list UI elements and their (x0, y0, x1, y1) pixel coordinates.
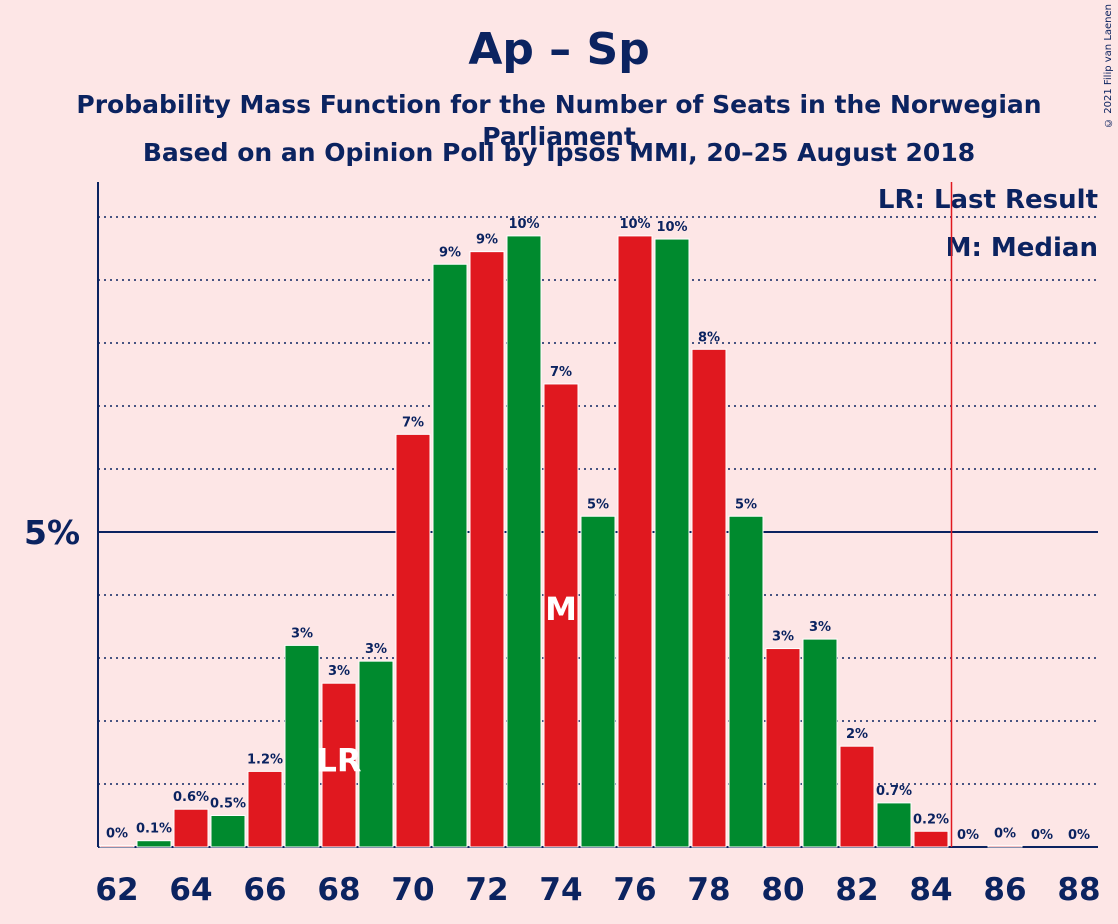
last-result-marker: LR (316, 741, 361, 779)
y-tick-label: 5% (24, 513, 80, 552)
bar-value-label: 7% (550, 365, 572, 380)
bar-value-label: 10% (619, 217, 650, 232)
bar-value-label: 8% (698, 330, 720, 345)
bar-value-label: 10% (656, 220, 687, 235)
x-tick-label: 64 (169, 872, 212, 908)
bar-value-label: 0.6% (173, 790, 209, 805)
x-tick-label: 86 (983, 872, 1026, 908)
bar-value-label: 3% (291, 626, 313, 641)
chart-subtitle: Probability Mass Function for the Number… (76, 90, 1042, 151)
bar-seat-66 (247, 770, 283, 848)
bar-seat-80 (765, 648, 801, 848)
bar-value-label: 1.2% (247, 752, 283, 767)
bar-value-label: 2% (846, 727, 868, 742)
bar-value-label: 0% (957, 828, 979, 843)
legend-median: M: Median (945, 233, 1098, 263)
bar-value-label: 5% (735, 497, 757, 512)
bar-value-label: 7% (402, 415, 424, 430)
bar-value-label: 0% (1068, 828, 1090, 843)
x-tick-label: 84 (909, 872, 952, 908)
bar-seat-65 (210, 815, 246, 848)
bar-value-label: 3% (772, 630, 794, 645)
bar-value-label: 0.7% (876, 784, 912, 799)
chart-title: Ap – Sp (468, 24, 650, 75)
bar-value-label: 3% (365, 642, 387, 657)
bar-seat-68 (321, 682, 357, 848)
bar-seat-75 (580, 515, 616, 848)
bar-seat-83 (876, 802, 912, 848)
bar-value-label: 3% (809, 620, 831, 635)
bar-value-label: 0.1% (136, 822, 172, 837)
bar-value-label: 0% (994, 827, 1016, 842)
bar-seat-70 (395, 433, 431, 848)
x-tick-label: 76 (613, 872, 656, 908)
bar-seat-62 (99, 845, 135, 848)
x-tick-label: 68 (317, 872, 360, 908)
bar-seat-84 (913, 830, 949, 848)
bar-seat-72 (469, 251, 505, 848)
bar-value-label: 3% (328, 664, 350, 679)
bar-value-label: 5% (587, 497, 609, 512)
bar-seat-77 (654, 238, 690, 848)
chart-subtitle-source: Based on an Opinion Poll by Ipsos MMI, 2… (142, 138, 976, 167)
bar-seat-81 (802, 638, 838, 848)
bar-seat-78 (691, 348, 727, 848)
bar-value-label: 0% (1031, 828, 1053, 843)
bar-seat-82 (839, 745, 875, 848)
bar-seat-76 (617, 235, 653, 848)
bar-seat-86 (987, 845, 1023, 848)
bar-value-label: 0.5% (210, 797, 246, 812)
bar-value-label: 0.2% (913, 812, 949, 827)
x-tick-label: 70 (391, 872, 434, 908)
bar-value-label: 9% (439, 245, 461, 260)
bar-seat-67 (284, 644, 320, 848)
x-tick-label: 62 (95, 872, 138, 908)
median-marker: M (545, 590, 577, 628)
x-tick-label: 78 (687, 872, 730, 908)
x-tick-label: 88 (1057, 872, 1100, 908)
bar-value-label: 9% (476, 233, 498, 248)
x-tick-label: 80 (761, 872, 804, 908)
x-tick-label: 82 (835, 872, 878, 908)
x-tick-label: 66 (243, 872, 286, 908)
x-tick-label: 74 (539, 872, 582, 908)
bar-seat-73 (506, 235, 542, 848)
bar-seat-64 (173, 808, 209, 848)
bar-seat-74 (543, 383, 579, 848)
bar-seat-63 (136, 840, 172, 848)
bar-seat-71 (432, 263, 468, 848)
legend-last-result: LR: Last Result (877, 185, 1098, 215)
bar-seat-69 (358, 660, 394, 848)
x-tick-label: 72 (465, 872, 508, 908)
bar-value-label: 0% (106, 827, 128, 842)
bar-value-label: 10% (508, 217, 539, 232)
bar-seat-79 (728, 515, 764, 848)
